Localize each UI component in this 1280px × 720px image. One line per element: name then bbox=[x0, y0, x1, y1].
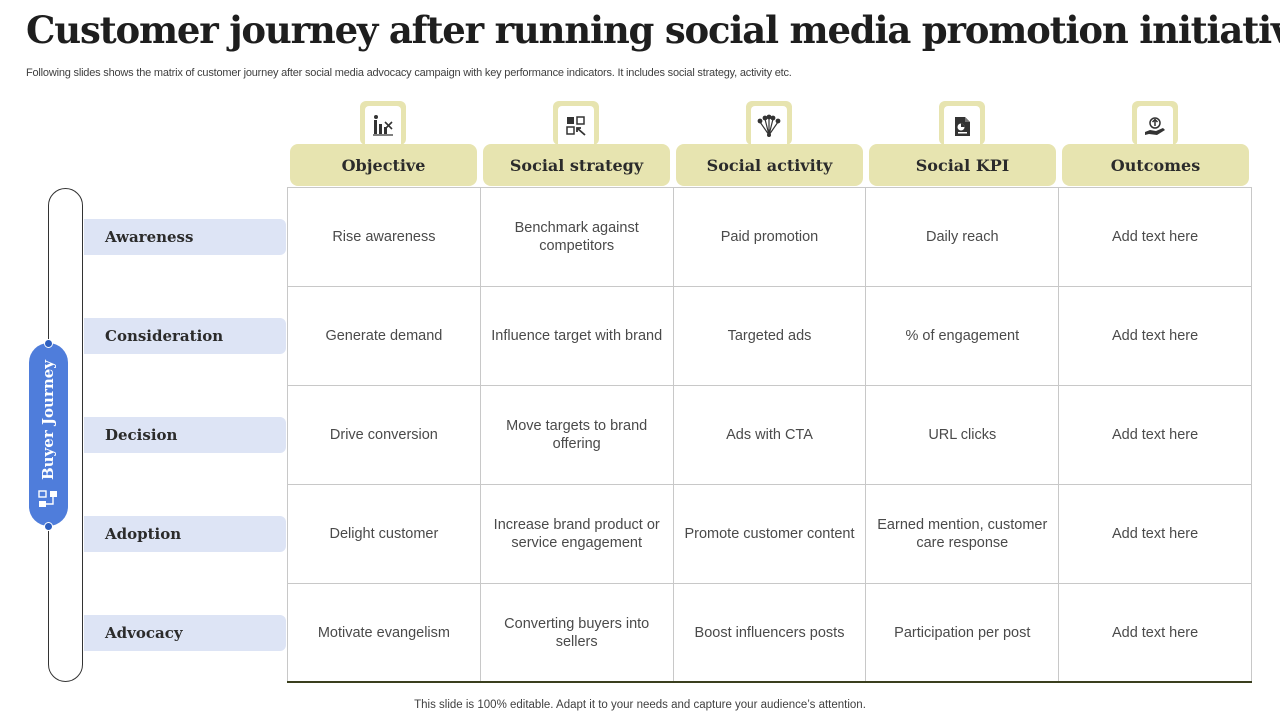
journey-bottom-dot bbox=[44, 522, 53, 531]
table-cell: Rise awareness bbox=[288, 188, 481, 287]
table-cell: % of engagement bbox=[866, 287, 1060, 386]
journey-top-dot bbox=[44, 339, 53, 348]
kpi-document-icon bbox=[955, 116, 970, 136]
table-cell: Add text here bbox=[1059, 485, 1252, 584]
row-label-advocacy: Advocacy bbox=[84, 615, 286, 651]
social-activity-icon-box bbox=[746, 101, 792, 145]
footer-text: This slide is 100% editable. Adapt it to… bbox=[414, 699, 866, 711]
buyer-journey-label: Buyer Journey bbox=[39, 359, 58, 481]
table-cell: Increase brand product or service engage… bbox=[480, 485, 674, 584]
footer-note: This slide is 100% editable. Adapt it to… bbox=[0, 699, 1280, 711]
table-row-adoption: Delight customer Increase brand product … bbox=[288, 485, 1252, 584]
table-cell: Benchmark against competitors bbox=[480, 188, 674, 287]
table-cell: Delight customer bbox=[288, 485, 481, 584]
table-cell: Converting buyers into sellers bbox=[480, 584, 674, 683]
column-header-social-kpi: Social KPI bbox=[869, 144, 1056, 186]
table-cell: Drive conversion bbox=[288, 386, 481, 485]
table-cell: Add text here bbox=[1059, 386, 1252, 485]
column-header-outcomes: Outcomes bbox=[1062, 144, 1249, 186]
strategy-icon bbox=[566, 115, 586, 136]
journey-flow-icon bbox=[38, 490, 57, 507]
buyer-journey-label-wrap: Buyer Journey bbox=[31, 360, 66, 480]
table-cell: Generate demand bbox=[288, 287, 481, 386]
hand-growth-icon bbox=[1145, 116, 1165, 135]
table-cell: Paid promotion bbox=[673, 188, 867, 287]
row-label-consideration: Consideration bbox=[84, 318, 286, 354]
table-cell: Move targets to brand offering bbox=[480, 386, 674, 485]
row-label-decision: Decision bbox=[84, 417, 286, 453]
social-strategy-icon-box bbox=[553, 101, 599, 145]
buyer-journey-pill bbox=[29, 343, 68, 526]
table-cell: Targeted ads bbox=[673, 287, 867, 386]
table-cell: URL clicks bbox=[866, 386, 1060, 485]
row-label-adoption: Adoption bbox=[84, 516, 286, 552]
table-cell: Add text here bbox=[1059, 584, 1252, 683]
table-cell: Influence target with brand bbox=[480, 287, 674, 386]
objective-icon-box bbox=[360, 101, 406, 145]
table-cell: Ads with CTA bbox=[673, 386, 867, 485]
column-header-social-strategy: Social strategy bbox=[483, 144, 670, 186]
page-subtitle: Following slides shows the matrix of cus… bbox=[26, 67, 792, 79]
table-cell: Promote customer content bbox=[673, 485, 867, 584]
column-header-objective: Objective bbox=[290, 144, 477, 186]
table-cell: Daily reach bbox=[866, 188, 1060, 287]
column-header-social-activity: Social activity bbox=[676, 144, 863, 186]
chart-icon bbox=[373, 114, 393, 136]
table-row-decision: Drive conversion Move targets to brand o… bbox=[288, 386, 1252, 485]
network-icon bbox=[757, 114, 781, 137]
table-bottom-divider bbox=[287, 681, 1252, 683]
social-kpi-icon-box bbox=[939, 101, 985, 145]
table-cell: Add text here bbox=[1059, 188, 1252, 287]
table-row-advocacy: Motivate evangelism Converting buyers in… bbox=[288, 584, 1252, 683]
outcomes-icon-box bbox=[1132, 101, 1178, 145]
table-cell: Boost influencers posts bbox=[673, 584, 867, 683]
table-row-awareness: Rise awareness Benchmark against competi… bbox=[288, 188, 1252, 287]
table-row-consideration: Generate demand Influence target with br… bbox=[288, 287, 1252, 386]
row-label-awareness: Awareness bbox=[84, 219, 286, 255]
table-cell: Motivate evangelism bbox=[288, 584, 481, 683]
table-cell: Participation per post bbox=[866, 584, 1060, 683]
table-cell: Add text here bbox=[1059, 287, 1252, 386]
journey-matrix: Rise awareness Benchmark against competi… bbox=[287, 187, 1252, 683]
table-cell: Earned mention, customer care response bbox=[866, 485, 1060, 584]
page-title: Customer journey after running social me… bbox=[26, 8, 1280, 52]
